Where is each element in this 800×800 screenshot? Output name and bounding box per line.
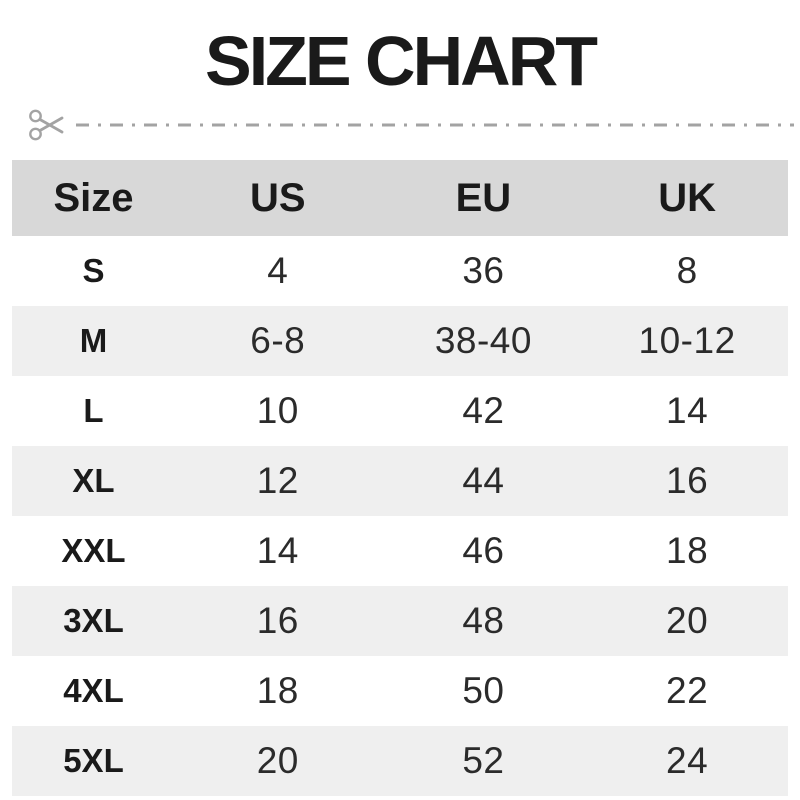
table-row: 4XL 18 50 22	[12, 656, 788, 726]
table-body: S 4 36 8 M 6-8 38-40 10-12 L 10 42 14 XL…	[12, 236, 788, 796]
us-cell: 18	[256, 670, 299, 711]
size-cell: XL	[72, 462, 115, 499]
size-chart-table: Size US EU UK S 4 36 8 M 6-8 38-40 10-12…	[12, 160, 788, 796]
size-cell: XXL	[61, 532, 126, 569]
table-row: 3XL 16 48 20	[12, 586, 788, 656]
eu-cell: 38-40	[434, 320, 532, 361]
uk-cell: 16	[666, 460, 709, 501]
us-cell: 4	[267, 250, 289, 291]
eu-cell: 50	[462, 670, 505, 711]
us-cell: 14	[256, 530, 299, 571]
eu-cell: 48	[462, 600, 505, 641]
size-cell: 3XL	[63, 602, 124, 639]
uk-cell: 18	[666, 530, 709, 571]
column-header-eu: EU	[380, 160, 587, 236]
column-header-uk: UK	[586, 160, 788, 236]
table-row: L 10 42 14	[12, 376, 788, 446]
table-row: M 6-8 38-40 10-12	[12, 306, 788, 376]
uk-cell: 14	[666, 390, 709, 431]
uk-cell: 22	[666, 670, 709, 711]
scissors-icon	[28, 107, 70, 143]
eu-cell: 36	[462, 250, 505, 291]
dashed-cut-line	[76, 122, 794, 128]
table-row: XXL 14 46 18	[12, 516, 788, 586]
size-cell: M	[79, 322, 108, 359]
uk-cell: 10-12	[638, 320, 736, 361]
us-cell: 6-8	[250, 320, 306, 361]
size-cell: L	[83, 392, 104, 429]
header-row: Size US EU UK	[12, 160, 788, 236]
table-row: 5XL 20 52 24	[12, 726, 788, 796]
cut-line	[28, 104, 794, 146]
size-cell: 5XL	[63, 742, 124, 779]
eu-cell: 52	[462, 740, 505, 781]
us-cell: 16	[256, 600, 299, 641]
uk-cell: 24	[666, 740, 709, 781]
page-title: SIZE CHART	[205, 22, 598, 100]
eu-cell: 44	[462, 460, 505, 501]
table-row: XL 12 44 16	[12, 446, 788, 516]
eu-cell: 46	[462, 530, 505, 571]
table-header: Size US EU UK	[12, 160, 788, 236]
uk-cell: 20	[666, 600, 709, 641]
us-cell: 10	[256, 390, 299, 431]
uk-cell: 8	[676, 250, 698, 291]
us-cell: 20	[256, 740, 299, 781]
column-header-size: Size	[12, 160, 175, 236]
column-header-us: US	[174, 160, 381, 236]
us-cell: 12	[256, 460, 299, 501]
eu-cell: 42	[462, 390, 505, 431]
table-row: S 4 36 8	[12, 236, 788, 306]
size-cell: S	[82, 252, 105, 289]
size-cell: 4XL	[63, 672, 124, 709]
